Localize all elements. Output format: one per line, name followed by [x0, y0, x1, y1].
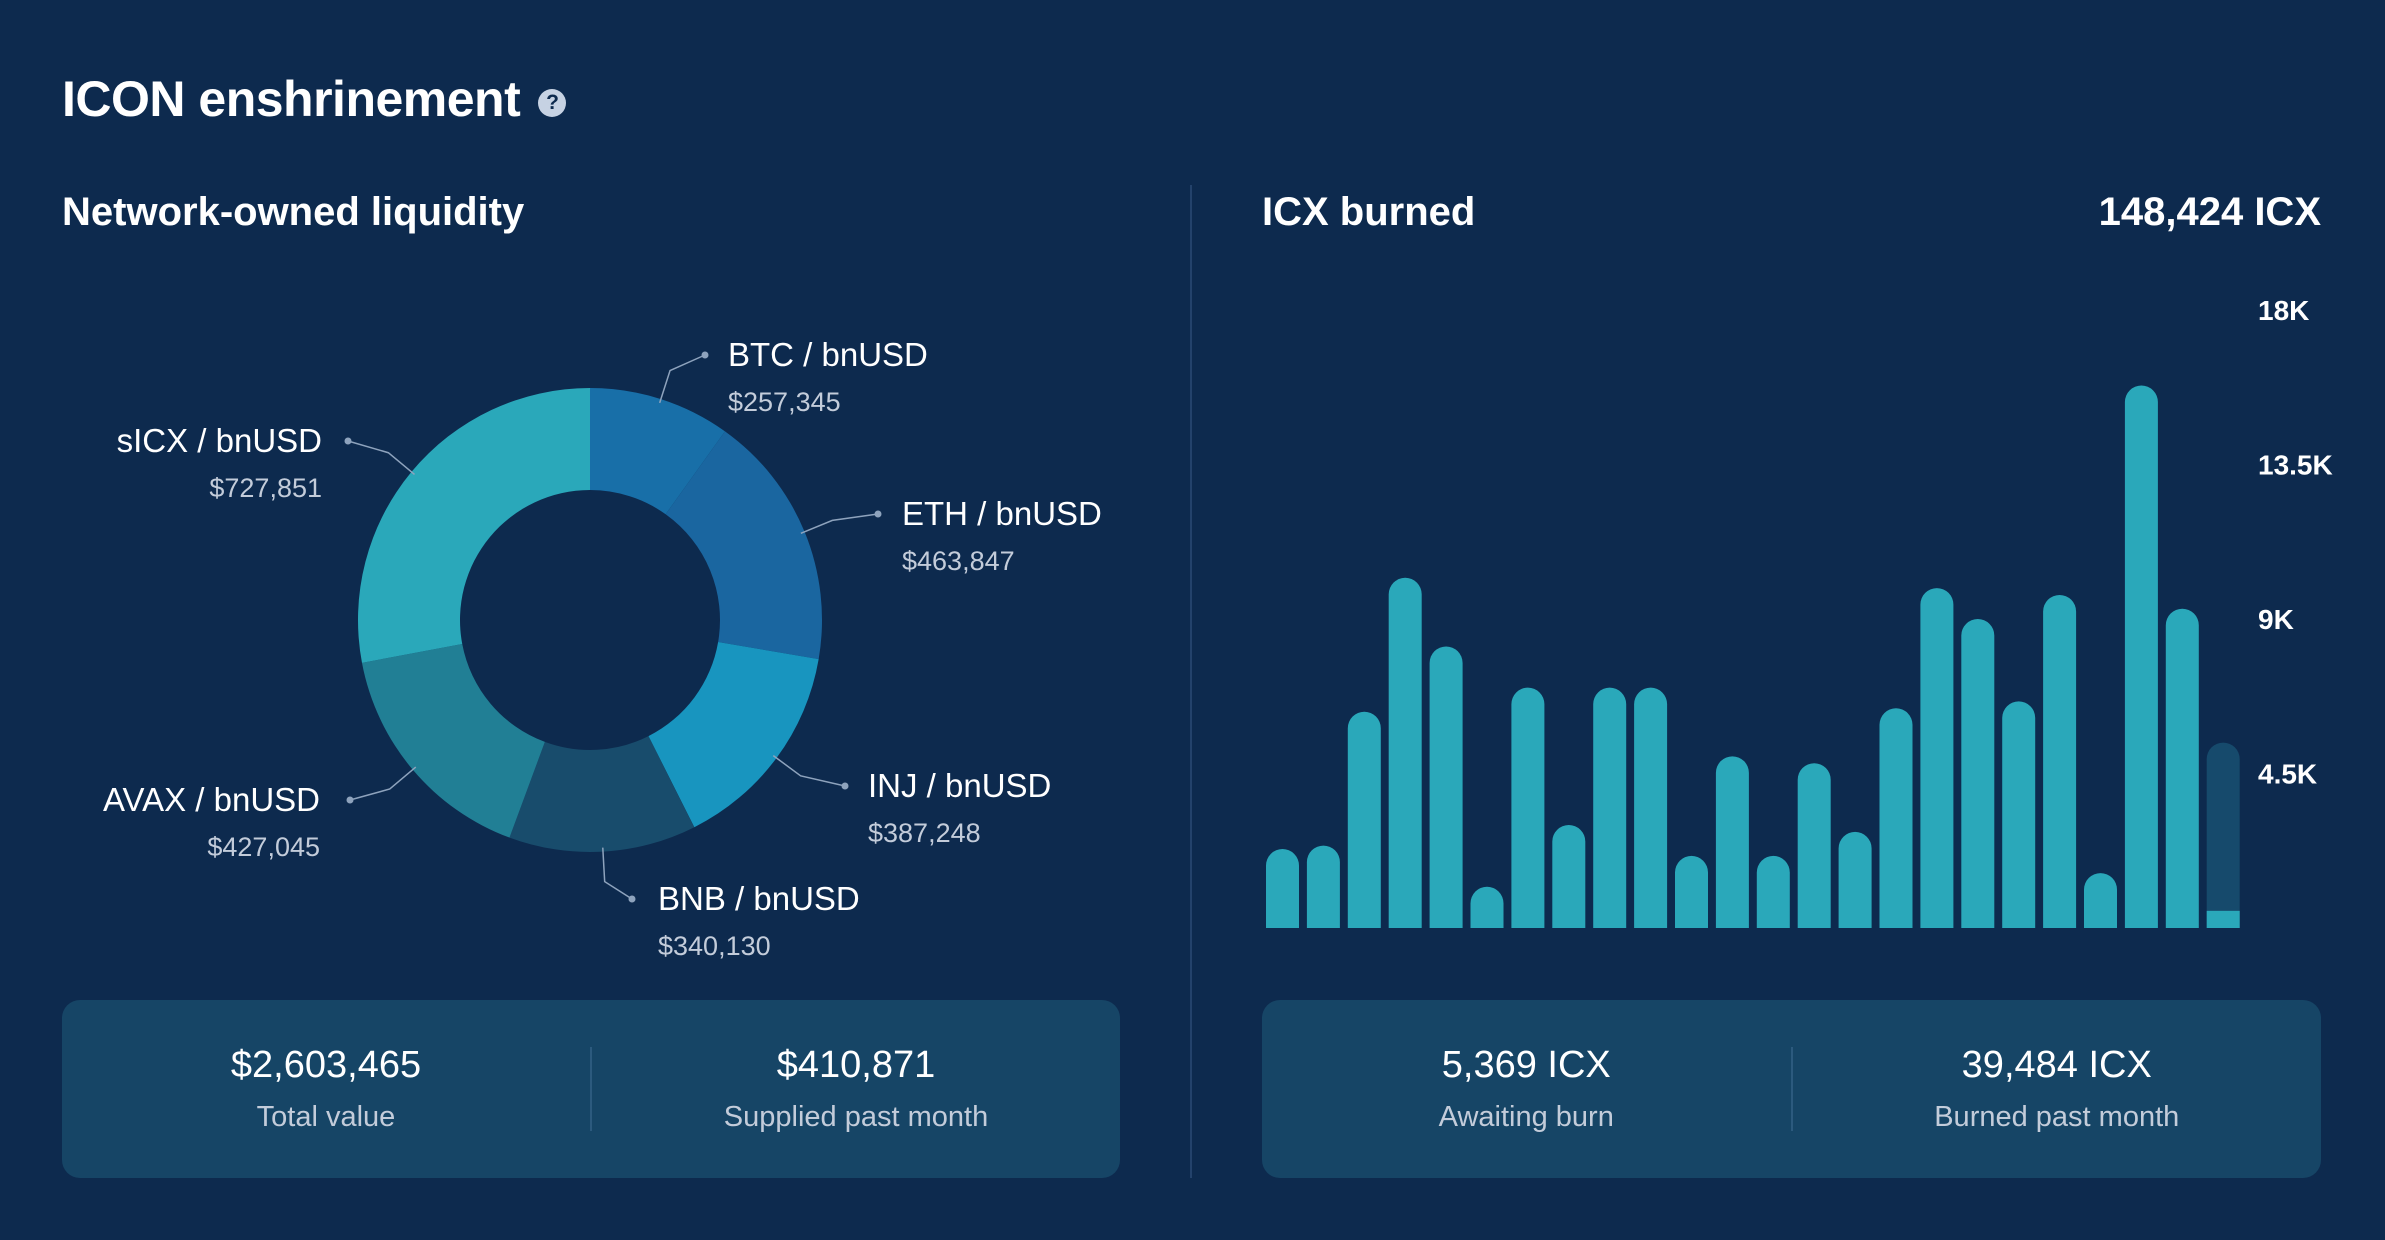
- slice-label-avax: AVAX / bnUSD: [103, 781, 320, 818]
- slice-value-inj: $387,248: [868, 818, 981, 848]
- slice-label-sicx: sICX / bnUSD: [117, 422, 322, 459]
- donut-slice-sicx[interactable]: [358, 388, 590, 663]
- slice-value-btc: $257,345: [728, 387, 841, 417]
- donut-slice-eth[interactable]: [665, 431, 822, 660]
- donut-slice-bnb[interactable]: [509, 736, 695, 852]
- leader-dot: [841, 782, 849, 790]
- page-title: ICON enshrinement ?: [62, 70, 567, 128]
- stat-divider: [1790, 1047, 1793, 1131]
- slice-value-avax: $427,045: [207, 832, 320, 862]
- leader-line: [658, 354, 706, 404]
- slice-value-sicx: $727,851: [209, 473, 322, 503]
- leader-dot: [628, 895, 636, 903]
- leader-dot: [874, 510, 882, 518]
- slice-label-btc: BTC / bnUSD: [728, 336, 928, 373]
- slice-label-inj: INJ / bnUSD: [868, 767, 1051, 804]
- supplied-stat: $410,871 Supplied past month: [592, 1044, 1120, 1134]
- page-title-text: ICON enshrinement: [62, 71, 521, 127]
- slice-value-eth: $463,847: [902, 546, 1015, 576]
- leader-dot: [344, 437, 352, 445]
- leader-line: [602, 847, 633, 900]
- leader-line: [347, 440, 415, 476]
- donut-slice-btc[interactable]: [590, 388, 726, 515]
- section-divider: [1190, 185, 1192, 1178]
- total-value-label: Total value: [256, 1101, 396, 1133]
- stat-divider: [590, 1047, 592, 1131]
- question-circle-icon[interactable]: ?: [538, 89, 567, 117]
- leader-dot: [701, 351, 709, 359]
- burn-title: ICX burned: [1262, 190, 1476, 234]
- burned-month-stat: 39,484 ICX Burned past month: [1793, 1044, 2322, 1134]
- awaiting-burn-value: 5,369 ICX: [1441, 1044, 1611, 1086]
- liquidity-stats-panel: $2,603,465 Total value $410,871 Supplied…: [62, 1000, 1120, 1178]
- leader-dot: [346, 796, 354, 804]
- burned-month-value: 39,484 ICX: [1961, 1044, 2152, 1086]
- leader-line: [349, 766, 417, 801]
- burn-stats-panel: 5,369 ICX Awaiting burn 39,484 ICX Burne…: [1262, 1000, 2321, 1178]
- donut-slice-inj[interactable]: [648, 641, 819, 828]
- supplied-label: Supplied past month: [723, 1101, 989, 1133]
- awaiting-burn-label: Awaiting burn: [1438, 1101, 1614, 1133]
- burned-month-label: Burned past month: [1934, 1101, 2180, 1133]
- leader-line: [772, 755, 846, 787]
- slice-label-bnb: BNB / bnUSD: [658, 880, 860, 917]
- slice-value-bnb: $340,130: [658, 931, 771, 961]
- liquidity-title: Network-owned liquidity: [62, 190, 525, 234]
- donut-slice-avax[interactable]: [361, 644, 545, 838]
- slice-label-eth: ETH / bnUSD: [902, 495, 1102, 532]
- leader-line: [800, 513, 879, 535]
- total-burned-value: 148,424 ICX: [2098, 190, 2321, 234]
- awaiting-burn-stat: 5,369 ICX Awaiting burn: [1262, 1044, 1791, 1134]
- supplied-value: $410,871: [776, 1044, 936, 1086]
- total-value-stat: $2,603,465 Total value: [62, 1044, 590, 1134]
- total-value: $2,603,465: [230, 1044, 422, 1086]
